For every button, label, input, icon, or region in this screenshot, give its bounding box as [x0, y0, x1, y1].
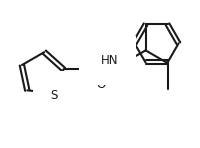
Text: S: S — [50, 89, 57, 102]
Text: HN: HN — [101, 54, 118, 67]
Text: O: O — [96, 78, 105, 91]
